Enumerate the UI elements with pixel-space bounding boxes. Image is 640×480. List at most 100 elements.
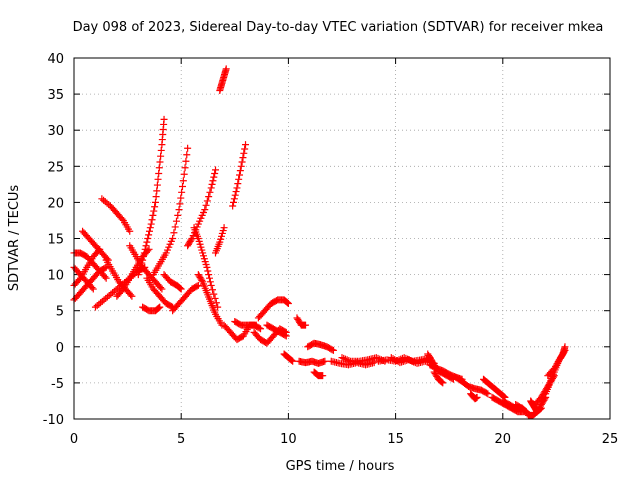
grid-lines xyxy=(74,58,610,419)
data-point xyxy=(208,180,216,188)
data-point xyxy=(157,146,165,154)
data-point xyxy=(230,195,238,203)
data-point xyxy=(149,211,157,219)
y-tick-label: 25 xyxy=(47,160,64,175)
series-arc-16 xyxy=(169,281,202,315)
y-tick-label: 5 xyxy=(56,305,64,320)
series-arc-27 xyxy=(263,321,290,340)
data-point xyxy=(437,377,445,385)
data-point xyxy=(118,215,126,223)
data-point xyxy=(126,227,134,235)
data-point xyxy=(153,187,161,195)
data-point xyxy=(127,291,135,299)
data-point xyxy=(187,236,195,244)
series-arc-3 xyxy=(70,245,104,289)
data-point xyxy=(206,274,214,282)
data-point xyxy=(211,170,219,178)
data-point xyxy=(118,286,126,294)
data-point xyxy=(212,299,220,307)
y-tick-label: 10 xyxy=(47,269,64,284)
data-point xyxy=(484,390,492,398)
series-arc-32 xyxy=(310,368,327,380)
series-arc-39 xyxy=(430,368,447,387)
data-point xyxy=(202,201,210,209)
y-tick-label: 15 xyxy=(47,233,64,248)
data-point xyxy=(560,348,568,356)
data-point xyxy=(151,198,159,206)
data-point xyxy=(160,115,168,123)
data-point xyxy=(561,346,569,354)
data-point xyxy=(439,379,447,387)
data-point xyxy=(438,378,446,386)
data-point xyxy=(210,173,218,181)
data-point xyxy=(145,227,153,235)
data-point xyxy=(222,65,230,73)
data-point xyxy=(220,224,228,232)
data-point xyxy=(372,354,380,362)
data-point xyxy=(229,202,237,210)
data-point xyxy=(102,274,110,282)
x-tick-label: 5 xyxy=(177,432,185,447)
data-point xyxy=(289,357,297,365)
data-point xyxy=(257,325,265,333)
data-point xyxy=(172,217,180,225)
data-point xyxy=(233,184,241,192)
data-point xyxy=(236,171,244,179)
series-arc-18 xyxy=(190,224,222,311)
data-point xyxy=(408,357,416,365)
data-point xyxy=(139,256,147,264)
data-point xyxy=(146,224,154,232)
data-point xyxy=(194,281,202,289)
data-point xyxy=(329,346,337,354)
data-point xyxy=(178,188,186,196)
data-point xyxy=(157,152,165,160)
data-point xyxy=(152,193,160,201)
data-point xyxy=(321,357,329,365)
data-point xyxy=(240,149,248,157)
data-point xyxy=(88,284,96,292)
y-tick-label: -10 xyxy=(43,413,64,428)
data-point xyxy=(177,285,185,293)
data-point xyxy=(75,276,83,284)
data-point xyxy=(242,141,250,149)
y-tick-label: -5 xyxy=(51,377,64,392)
data-point xyxy=(153,181,161,189)
data-point xyxy=(141,245,149,253)
x-tick-label: 25 xyxy=(602,432,619,447)
x-tick-label: 15 xyxy=(387,432,404,447)
y-tick-label: 20 xyxy=(47,196,64,211)
data-point xyxy=(204,267,212,275)
data-point xyxy=(287,356,295,364)
series-arc-24 xyxy=(231,318,265,333)
plot-frame xyxy=(73,57,611,420)
series-arc-17 xyxy=(184,166,220,250)
data-point xyxy=(288,357,296,365)
series-arc-11 xyxy=(134,115,168,279)
data-point xyxy=(338,354,346,362)
data-point xyxy=(284,299,292,307)
data-point xyxy=(175,206,183,214)
data-point xyxy=(155,304,163,312)
data-point xyxy=(209,286,217,294)
data-point xyxy=(473,393,481,401)
data-points xyxy=(70,65,569,419)
data-point xyxy=(156,303,164,311)
data-point xyxy=(181,164,189,172)
data-point xyxy=(255,324,263,332)
series-arc-30 xyxy=(295,357,329,367)
data-point xyxy=(328,346,336,354)
series-arc-42 xyxy=(480,375,509,401)
data-point xyxy=(343,356,351,364)
data-point xyxy=(184,144,192,152)
data-point xyxy=(203,263,211,271)
series-arc-49 xyxy=(544,346,569,380)
data-point xyxy=(410,358,418,366)
chart-title: Day 098 of 2023, Sidereal Day-to-day VTE… xyxy=(73,20,604,35)
data-point xyxy=(147,220,155,228)
data-point xyxy=(283,298,291,306)
data-point xyxy=(483,389,491,397)
data-point xyxy=(176,284,184,292)
series-arc-14 xyxy=(149,144,192,279)
data-point xyxy=(140,249,148,257)
